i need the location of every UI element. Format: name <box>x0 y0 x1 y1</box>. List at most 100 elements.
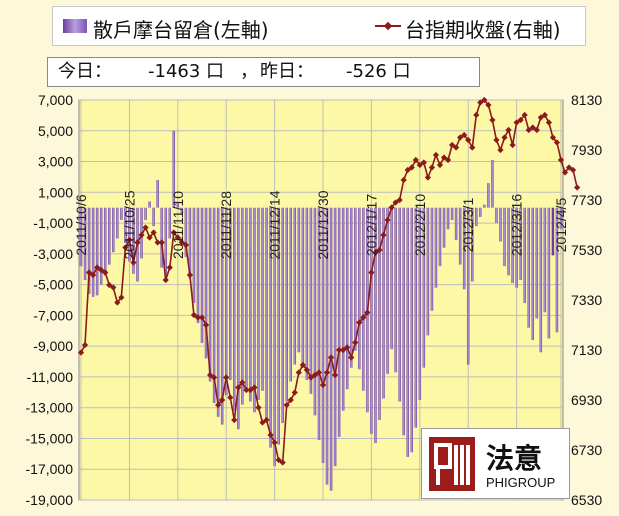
line-point <box>327 354 335 361</box>
line-point <box>287 396 294 404</box>
line-point <box>231 416 238 424</box>
bar <box>382 207 385 399</box>
line-point <box>271 439 278 446</box>
right-tick-label: 7730 <box>571 192 602 208</box>
legend-bar-label: 散戶摩台留倉(左軸) <box>93 18 269 42</box>
bar <box>172 130 176 208</box>
bar <box>466 207 470 365</box>
bar <box>527 207 530 328</box>
bar <box>406 207 409 457</box>
left-tick-label: -1,000 <box>33 215 73 231</box>
line-point <box>134 239 141 246</box>
bar <box>337 207 341 437</box>
left-tick-label: -15,000 <box>26 430 74 446</box>
logo-subtitle: PHIGROUP <box>486 475 556 490</box>
bar <box>257 207 260 400</box>
bar <box>180 207 184 214</box>
bar <box>128 207 131 262</box>
left-tick-label: -9,000 <box>33 338 73 354</box>
bar <box>120 207 123 220</box>
bar <box>160 207 163 268</box>
left-tick-label: -19,000 <box>26 492 74 508</box>
line-point <box>344 344 351 351</box>
bar <box>277 207 280 445</box>
bar <box>249 207 252 402</box>
line-point <box>315 369 323 376</box>
line-point <box>291 389 298 396</box>
bar <box>414 207 418 428</box>
bar <box>426 207 430 336</box>
bar <box>398 207 401 402</box>
bar <box>309 207 313 394</box>
line-point <box>360 314 367 321</box>
bar <box>450 207 454 220</box>
x-tick-label: 2011/12/14 <box>267 190 283 259</box>
bar <box>551 207 555 256</box>
bar <box>535 207 539 319</box>
bar <box>394 207 397 373</box>
bar <box>281 207 284 424</box>
bar <box>188 207 192 279</box>
bar <box>378 207 381 420</box>
x-tick-label: 2011/11/10 <box>170 191 186 259</box>
right-tick-label: 8130 <box>571 92 602 108</box>
line-point <box>186 271 194 279</box>
x-tick-label: 2011/12/30 <box>315 190 331 259</box>
x-axis-ticks: 2011/10/6 2011/10/25 2011/11/10 2011/11/28 2… <box>73 190 569 259</box>
bar <box>216 207 220 417</box>
bar <box>95 207 99 296</box>
bar <box>434 207 438 288</box>
x-tick-label: 2011/10/6 <box>73 194 89 255</box>
line-point <box>259 419 266 426</box>
line-path <box>80 98 578 464</box>
left-tick-label: -13,000 <box>26 400 74 416</box>
bar <box>305 207 309 380</box>
line-point <box>182 241 189 249</box>
bar <box>479 207 482 217</box>
bar <box>99 207 103 285</box>
bar <box>503 207 506 267</box>
bar <box>224 207 228 396</box>
bar <box>144 207 147 220</box>
bar <box>293 207 297 365</box>
bar <box>313 207 317 416</box>
line-point <box>323 369 331 376</box>
right-tick-label: 7930 <box>571 142 602 158</box>
bar <box>212 207 216 404</box>
logo-wordmark: 法意 <box>486 442 543 475</box>
line-point <box>340 346 347 354</box>
bar <box>511 207 514 284</box>
bar <box>220 207 224 425</box>
bar <box>269 207 272 448</box>
bar <box>362 207 365 391</box>
bar <box>422 207 426 368</box>
line-point <box>574 184 581 191</box>
bar <box>418 207 422 400</box>
bar <box>547 207 551 339</box>
left-tick-label: -7,000 <box>33 307 73 323</box>
right-tick-label: 7330 <box>571 292 602 308</box>
bar <box>116 207 119 239</box>
line-point <box>251 384 258 391</box>
left-tick-label: -5,000 <box>33 277 73 293</box>
bar <box>196 207 200 324</box>
line-point <box>138 231 145 239</box>
bar <box>164 207 167 277</box>
bar <box>200 207 204 344</box>
line-series <box>77 96 581 466</box>
today-value: -1463 口 <box>148 61 225 82</box>
line-point <box>368 269 375 276</box>
bar <box>442 207 446 248</box>
line-point <box>279 459 286 466</box>
bar <box>156 180 159 208</box>
bar <box>245 207 248 390</box>
bar <box>531 207 535 340</box>
bar <box>325 207 329 485</box>
line-point <box>158 239 165 246</box>
line-point <box>319 381 327 389</box>
left-tick-label: 5,000 <box>38 123 73 139</box>
x-tick-label: 2012/4/5 <box>553 198 569 253</box>
bar <box>152 207 155 227</box>
right-tick-label: 7530 <box>571 242 602 258</box>
x-tick-label: 2011/10/25 <box>121 190 137 259</box>
